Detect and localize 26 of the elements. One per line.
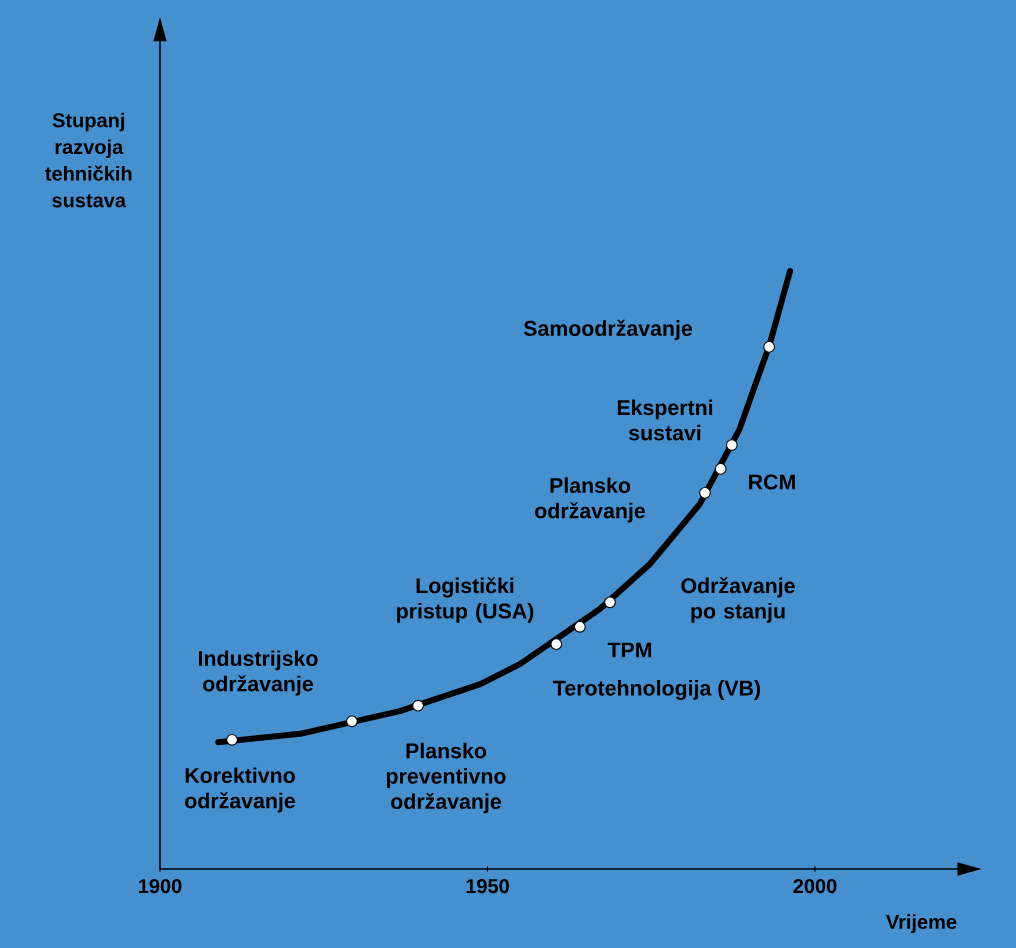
point: [763, 341, 776, 353]
point: [725, 439, 738, 451]
annotation: Održavanje po stanju: [681, 577, 795, 623]
annotation: Plansko preventivno održavanje: [386, 742, 506, 814]
annotation: Plansko održavanje: [535, 477, 645, 523]
point: [346, 715, 358, 728]
x-tick-label: 1900: [139, 879, 182, 894]
point: [604, 596, 616, 609]
annotation: Korektivno održavanje: [185, 767, 295, 813]
annotation: Ekspertni sustavi: [617, 399, 713, 441]
x-axis-title: Vrijeme: [886, 914, 957, 933]
point: [226, 733, 238, 746]
x-tick-label: 2000: [793, 879, 837, 894]
point: [573, 620, 586, 633]
annotation: Industrijsko održavanje: [198, 650, 318, 696]
point: [550, 638, 563, 651]
annotation: RCM: [749, 474, 795, 490]
annotation: Terotehnologija (VB): [553, 680, 761, 700]
point: [412, 699, 424, 712]
point: [714, 463, 727, 475]
point: [699, 486, 711, 499]
annotation: TPM: [607, 642, 652, 658]
annotation: Logistički pristup (USA): [397, 577, 534, 623]
y-axis-title: Stupanj razvoja tehničkih sustava: [45, 112, 132, 208]
annotation: Samoodržavanje: [523, 319, 693, 341]
x-tick-label: 1950: [466, 879, 509, 894]
